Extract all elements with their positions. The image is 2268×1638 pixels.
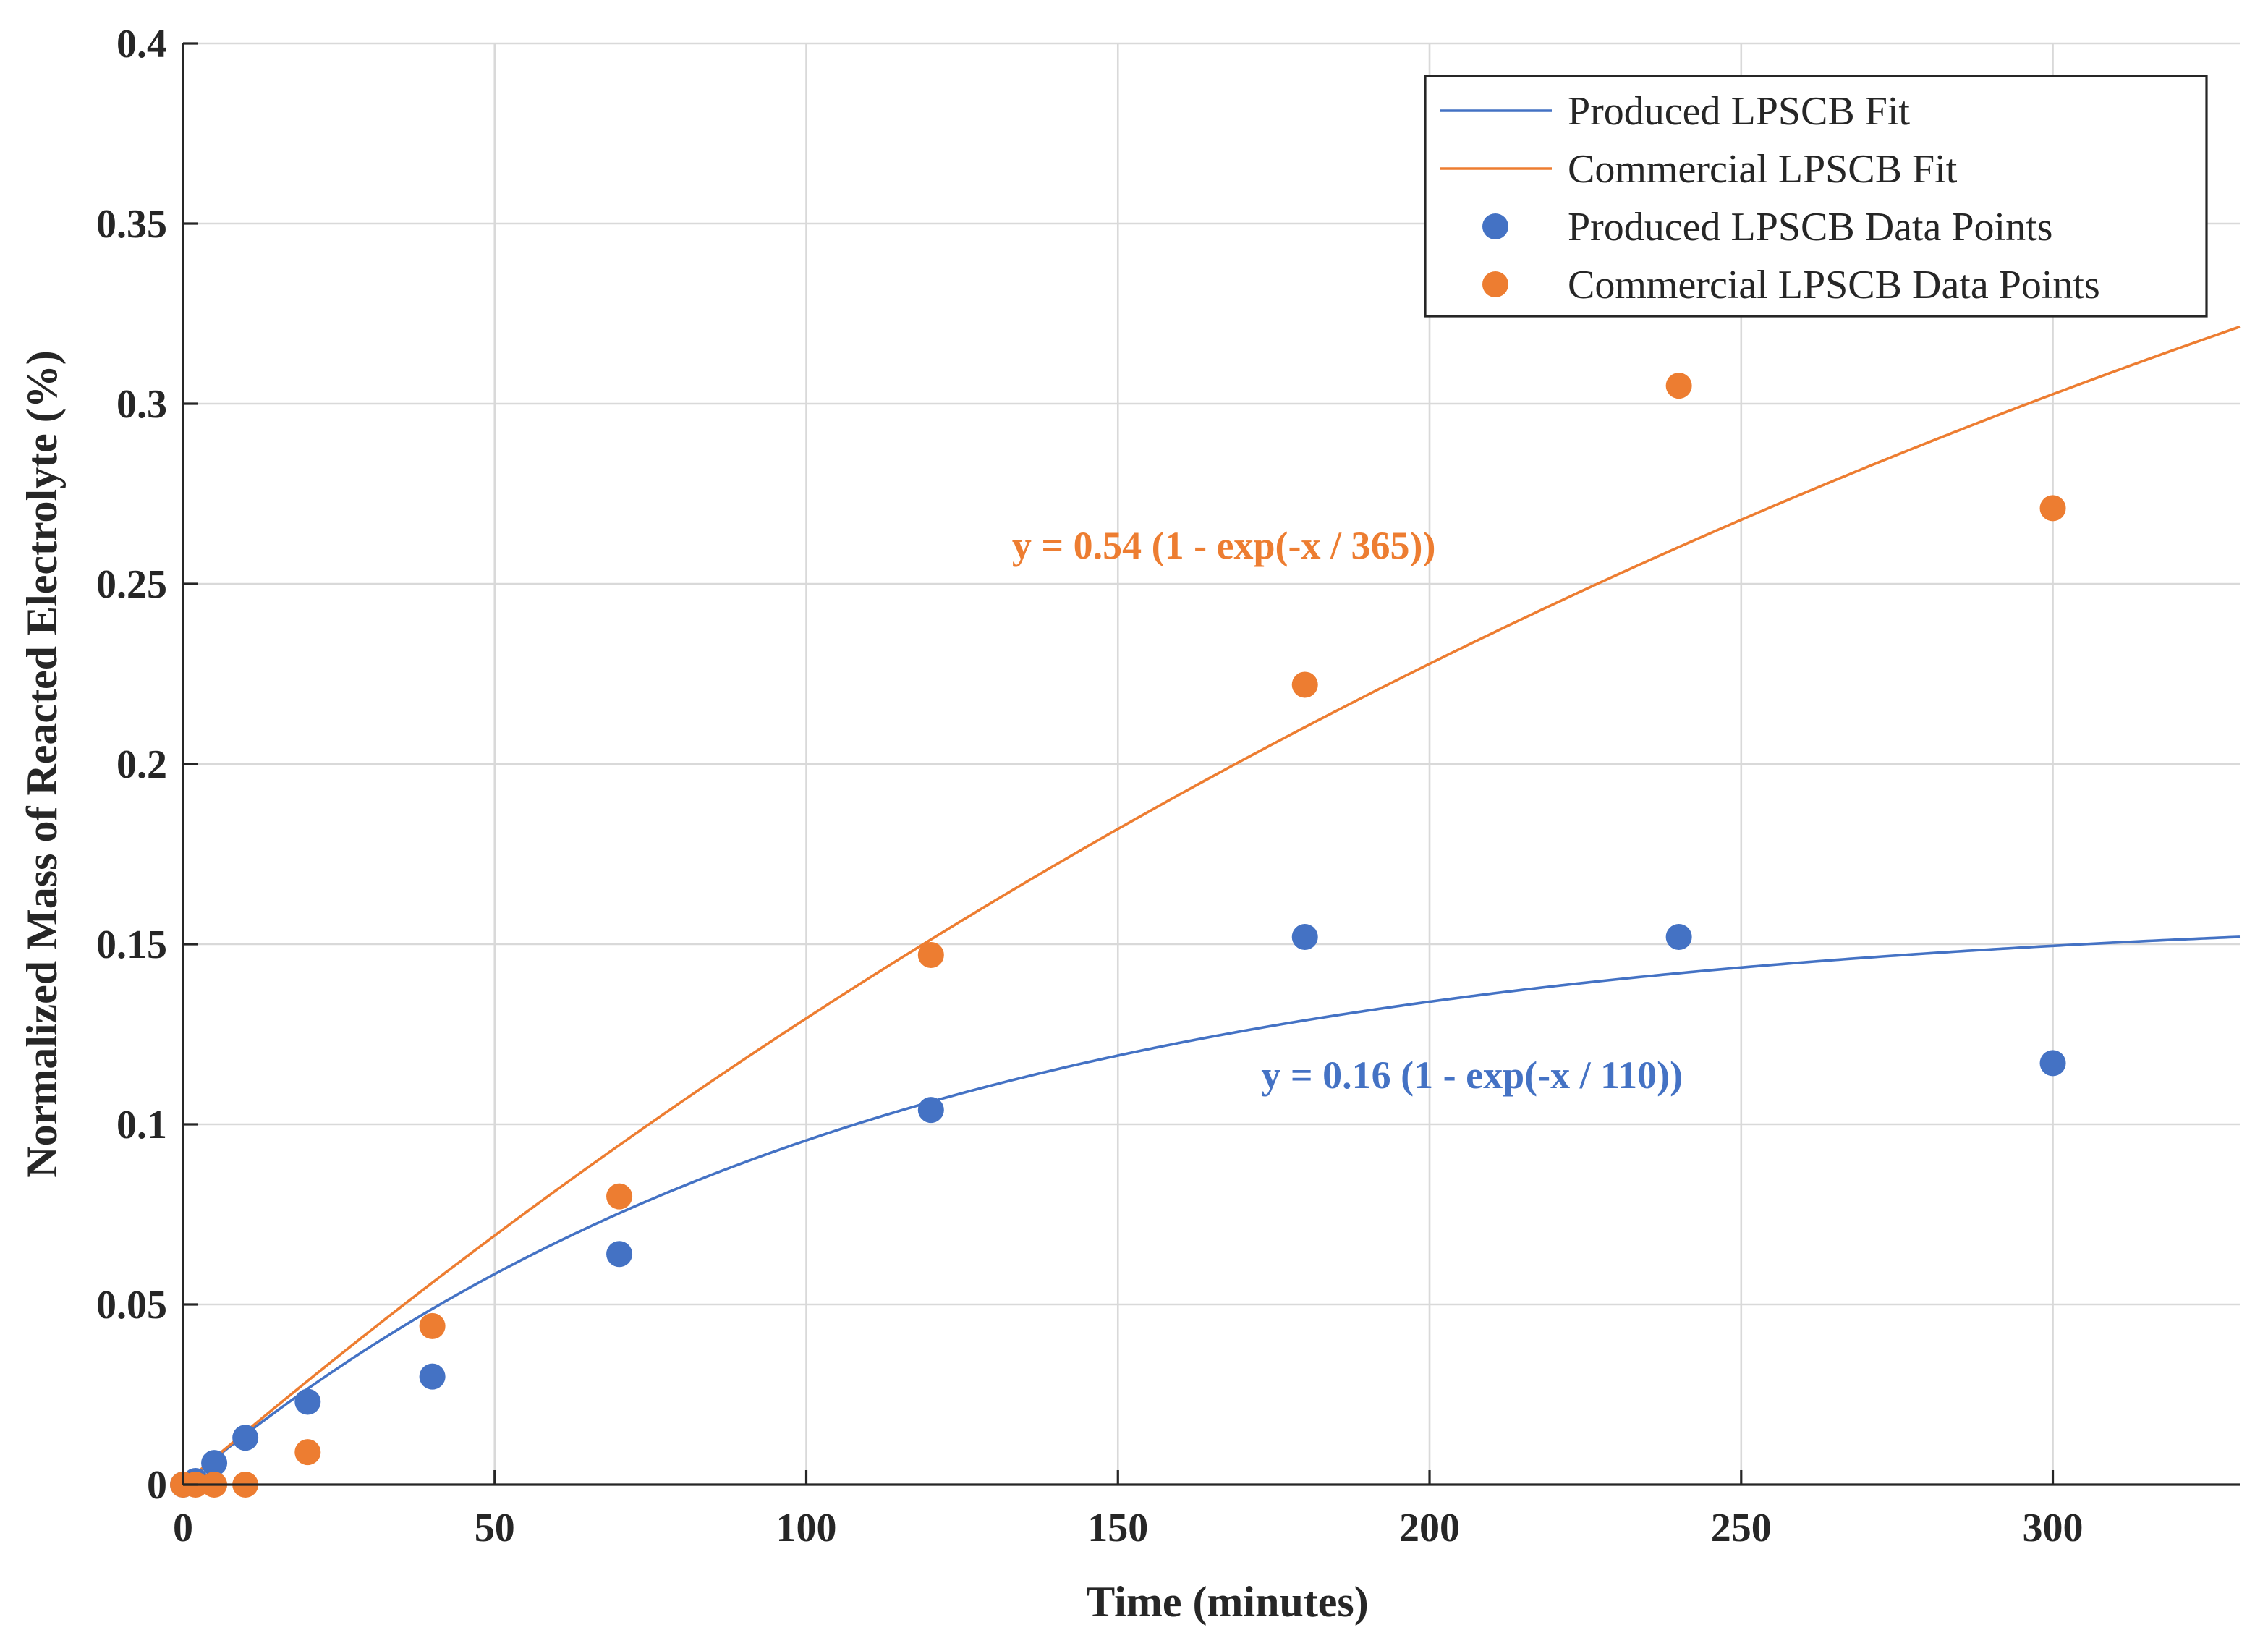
data-point-produced-lpscb-data-points [2039,1050,2066,1077]
axis-titles: Time (minutes) Normalized Mass of Reacte… [18,350,1369,1626]
y-axis-title: Normalized Mass of Reacted Electrolyte (… [18,350,66,1178]
x-tick-label: 50 [475,1506,515,1550]
x-axis-title: Time (minutes) [1086,1578,1369,1626]
y-tick-label: 0.3 [116,382,167,427]
legend-box [1424,75,2208,318]
data-point-produced-lpscb-data-points [201,1450,228,1477]
legend-swatch-produced-lpscb-data-points [1482,213,1508,239]
y-tick-label: 0.1 [116,1103,167,1147]
grid [183,42,2240,1485]
legend-label-commercial-lpscb-data-points: Commercial LPSCB Data Points [1568,263,2100,307]
data-point-produced-lpscb-data-points [917,1097,944,1124]
plot-series [170,325,2241,1498]
data-point-commercial-lpscb-data-points [1291,671,1318,698]
x-tick-label: 250 [1711,1506,1772,1550]
y-tick-label: 0.05 [96,1283,167,1328]
legend: Produced LPSCB Fit Commercial LPSCB Fit Pr… [1424,75,2208,318]
fit-line-produced-lpscb-fit [182,935,2241,1486]
data-point-commercial-lpscb-data-points [2039,495,2066,522]
data-point-produced-lpscb-data-points [606,1241,633,1268]
legend-label-commercial-lpscb-fit: Commercial LPSCB Fit [1568,147,1958,192]
y-tick-label: 0.35 [96,202,167,247]
data-point-produced-lpscb-data-points [419,1363,446,1390]
x-tick-label: 300 [2023,1506,2084,1550]
data-point-commercial-lpscb-data-points [606,1183,633,1210]
data-point-produced-lpscb-data-points [294,1388,321,1415]
data-point-commercial-lpscb-data-points [917,941,944,968]
fit-equation-commercial-lpscb-fit: y = 0.54 (1 - exp(-x / 365)) [1012,524,1436,567]
legend-swatch-commercial-lpscb-data-points [1482,271,1508,297]
legend-label-produced-lpscb-data-points: Produced LPSCB Data Points [1568,205,2052,250]
x-tick-label: 150 [1087,1506,1148,1550]
data-point-produced-lpscb-data-points [1665,924,1692,951]
x-tick-label: 100 [776,1506,837,1550]
axes: 0 50 100 150 200 250 300 0 0.05 0.1 0.15 0.2 0.25 0.3… [96,22,2240,1550]
y-tick-label: 0.25 [96,562,167,607]
y-tick-label: 0.4 [116,22,167,67]
legend-label-produced-lpscb-fit: Produced LPSCB Fit [1568,89,1910,134]
fit-equation-produced-lpscb-fit: y = 0.16 (1 - exp(-x / 110)) [1261,1053,1683,1097]
data-point-commercial-lpscb-data-points [294,1439,321,1466]
x-tick-label: 0 [173,1506,193,1550]
data-point-produced-lpscb-data-points [1291,924,1318,951]
data-point-commercial-lpscb-data-points [1665,373,1692,399]
data-point-produced-lpscb-data-points [232,1425,259,1451]
fit-line-commercial-lpscb-fit [182,325,2241,1486]
y-tick-label: 0.2 [116,742,167,787]
data-point-commercial-lpscb-data-points [419,1312,446,1339]
fit-equations: y = 0.16 (1 - exp(-x / 110)) y = 0.54 (1 … [1012,524,1683,1097]
y-tick-label: 0 [147,1463,167,1508]
y-tick-label: 0.15 [96,922,167,967]
x-tick-label: 200 [1399,1506,1460,1550]
